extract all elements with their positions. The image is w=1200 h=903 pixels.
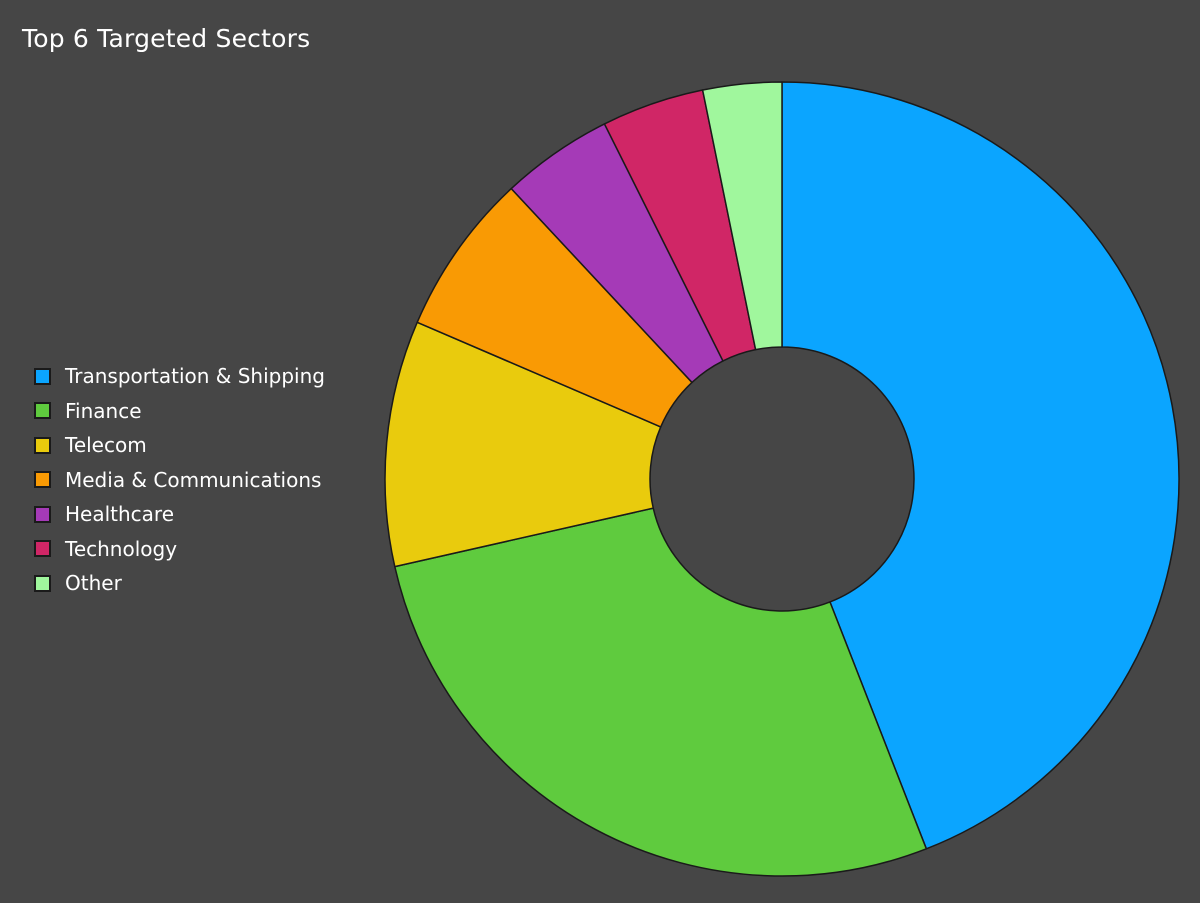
legend-swatch-media-communications: [34, 471, 51, 489]
legend-label-transportation-shipping: Transportation & Shipping: [65, 364, 325, 389]
legend-label-other: Other: [65, 571, 122, 596]
chart-legend: Transportation & Shipping Finance Teleco…: [34, 359, 325, 601]
slice-transportation-shipping: [781, 81, 1180, 850]
slice-finance: [394, 507, 928, 877]
legend-swatch-other: [34, 574, 51, 592]
legend-item-technology: Technology: [34, 532, 325, 567]
legend-item-other: Other: [34, 566, 325, 601]
legend-label-telecom: Telecom: [65, 433, 147, 458]
legend-item-healthcare: Healthcare: [34, 497, 325, 532]
legend-label-healthcare: Healthcare: [65, 502, 175, 527]
slice-telecom: [384, 321, 662, 568]
legend-label-technology: Technology: [65, 536, 178, 561]
legend-label-finance: Finance: [65, 398, 142, 423]
legend-item-media-communications: Media & Communications: [34, 463, 325, 498]
legend-item-finance: Finance: [34, 394, 325, 429]
legend-item-telecom: Telecom: [34, 428, 325, 463]
chart-title: Top 6 Targeted Sectors: [22, 24, 311, 53]
legend-swatch-healthcare: [34, 505, 51, 523]
legend-swatch-telecom: [34, 436, 51, 454]
legend-swatch-transportation-shipping: [34, 367, 51, 385]
legend-label-media-communications: Media & Communications: [65, 467, 322, 492]
legend-swatch-finance: [34, 402, 51, 420]
legend-item-transportation-shipping: Transportation & Shipping: [34, 359, 325, 394]
legend-swatch-technology: [34, 540, 51, 558]
slice-other: [701, 81, 783, 351]
